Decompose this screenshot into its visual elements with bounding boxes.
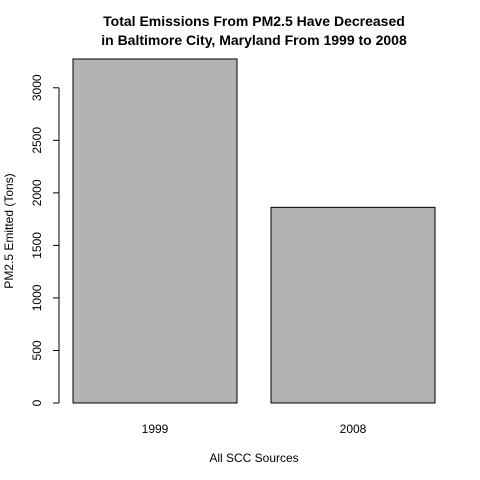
bar-2008 (270, 206, 436, 404)
chart-title-line-2: in Baltimore City, Maryland From 1999 to… (101, 32, 407, 48)
y-tick-label-1000: 1000 (30, 284, 44, 311)
chart-title-line-1: Total Emissions From PM2.5 Have Decrease… (103, 13, 405, 29)
y-tick-label-500: 500 (30, 340, 44, 360)
y-tick-label-2500: 2500 (30, 127, 44, 154)
bars-layer (72, 58, 436, 404)
x-axis-label: All SCC Sources (209, 451, 298, 465)
y-tick-label-3000: 3000 (30, 74, 44, 101)
x-tick-label-2008: 2008 (340, 422, 367, 436)
y-tick-label-0: 0 (30, 399, 44, 406)
bar-1999 (72, 58, 238, 404)
y-tick-label-2000: 2000 (30, 179, 44, 206)
y-tick-label-1500: 1500 (30, 232, 44, 259)
y-axis-label: PM2.5 Emitted (Tons) (2, 173, 16, 288)
x-axis-labels: 1999 2008 (142, 422, 367, 436)
y-axis: 0 500 1000 1500 2000 2500 3000 (30, 74, 60, 406)
x-tick-label-1999: 1999 (142, 422, 169, 436)
